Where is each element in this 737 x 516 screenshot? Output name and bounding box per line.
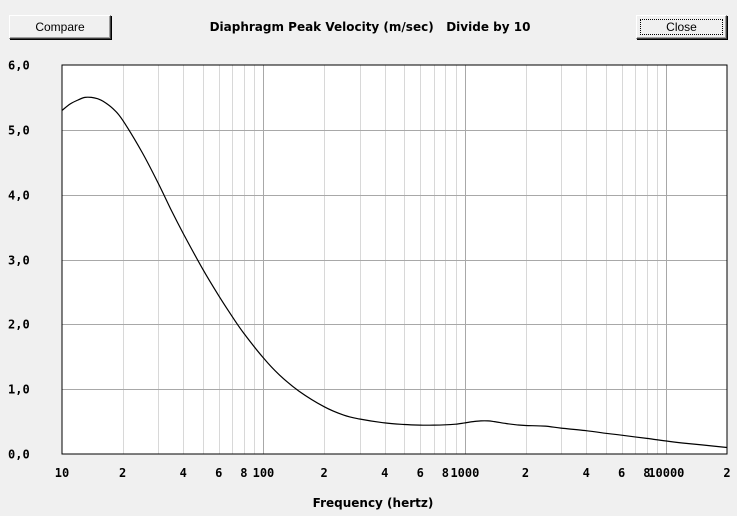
series-line-0 [61, 96, 728, 449]
close-button-focus-rect: Close [640, 19, 723, 35]
y-tick-label-4: 4,0 [8, 189, 30, 203]
x-tick-label-3: 6 [215, 466, 222, 480]
x-tick-label-10: 1000 [450, 466, 479, 480]
close-button[interactable]: Close [636, 15, 727, 39]
x-tick-label-8: 6 [417, 466, 424, 480]
x-tick-label-4: 8 [240, 466, 247, 480]
chart-title: Diaphragm Peak Velocity (m/sec) Divide b… [209, 20, 531, 34]
x-tick-label-14: 8 [643, 466, 650, 480]
y-tick-label-3: 3,0 [8, 254, 30, 268]
y-tick-label-0: 0,0 [8, 448, 30, 462]
x-tick-label-7: 4 [381, 466, 388, 480]
x-tick-label-15: 10000 [648, 466, 684, 480]
x-tick-label-11: 2 [522, 466, 529, 480]
x-axis-label: Frequency (hertz) [312, 496, 434, 510]
y-tick-label-5: 5,0 [8, 124, 30, 138]
y-axis-ticks: 0,0 1,0 2,0 3,0 4,0 5,0 6,0 [8, 59, 30, 462]
y-tick-label-1: 1,0 [8, 383, 30, 397]
vertical-gridlines [123, 65, 667, 454]
plot-frame [61, 64, 728, 455]
x-tick-label-16: 2 [723, 466, 730, 480]
x-tick-label-0: 10 [55, 466, 69, 480]
compare-button-label: Compare [35, 20, 85, 34]
x-tick-label-13: 6 [618, 466, 625, 480]
series-group [61, 96, 728, 449]
x-tick-label-9: 8 [442, 466, 449, 480]
x-tick-label-12: 4 [583, 466, 590, 480]
compare-button[interactable]: Compare [9, 15, 111, 39]
y-tick-label-6: 6,0 [8, 59, 30, 73]
plot-area [61, 64, 728, 455]
x-tick-label-2: 4 [180, 466, 187, 480]
close-button-label: Close [666, 20, 697, 34]
horizontal-gridlines [62, 130, 727, 390]
x-tick-label-5: 100 [253, 466, 275, 480]
x-tick-label-1: 2 [119, 466, 126, 480]
y-tick-label-2: 2,0 [8, 318, 30, 332]
x-tick-label-6: 2 [320, 466, 327, 480]
